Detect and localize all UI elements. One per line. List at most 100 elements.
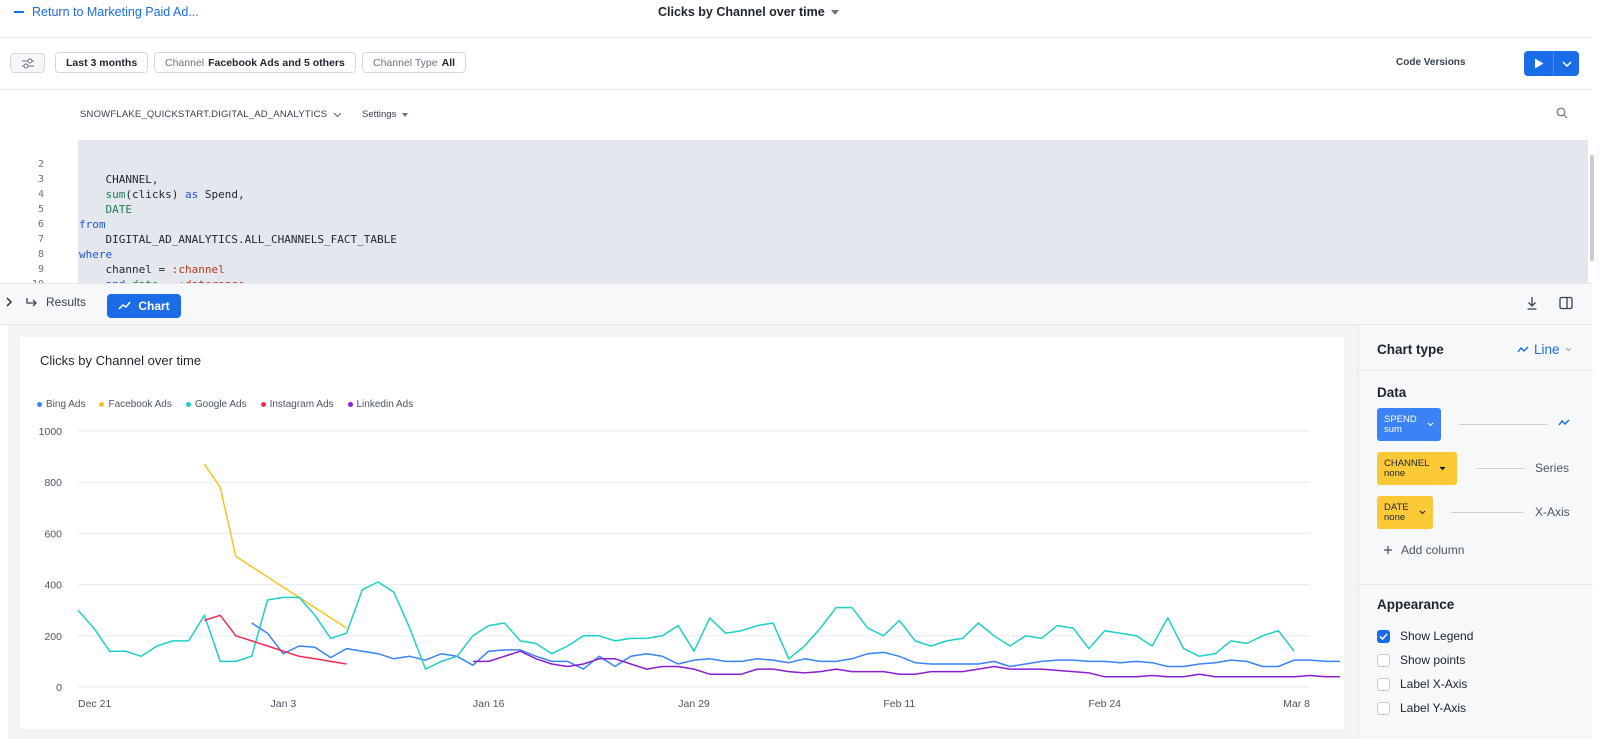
editor-scrollbar[interactable] [1590,155,1594,261]
code-editor[interactable]: 2 CHANNEL, 3 sum(clicks) as Spend, 4 DAT… [0,140,1592,283]
legend-item[interactable]: Instagram Ads [260,399,334,410]
legend-label: Google Ads [194,399,247,410]
appearance-label: Appearance [1377,597,1455,612]
chevron-down-icon [1561,60,1572,67]
code-line: 10 and channel_type = :channeltype [0,262,44,283]
legend-dot [37,402,42,407]
show-points-checkbox[interactable]: Show points [1377,653,1465,667]
code-text: DATE [105,203,133,216]
checkbox[interactable] [1377,653,1390,667]
filter-settings-button[interactable] [10,53,45,73]
data-section: Data SPEND sum CHANNEL none Series DATE … [1359,371,1593,585]
series-line[interactable] [203,463,347,629]
line-number: 10 [22,277,44,283]
toggle-side-panel-button[interactable] [1559,296,1573,315]
legend-item[interactable]: Bing Ads [37,399,85,410]
checkbox-checked[interactable] [1377,629,1390,643]
legend-dot [347,402,353,407]
chart-type-value: Line [1534,342,1560,357]
minus-icon [14,11,24,13]
channel-column-pill[interactable]: CHANNEL none [1377,452,1457,485]
sliders-icon [21,58,34,69]
chart-type-section: Chart type Line [1359,325,1593,371]
series-line[interactable] [204,614,347,665]
line-chart[interactable]: 0 200 400 600 800 1000 Dec 21 Jan 3 Jan 16 Jan 29… [20,415,1340,715]
spend-column-agg: sum [1384,423,1402,435]
code-line: 5 from [0,187,106,231]
editor-search-button[interactable] [1556,106,1568,124]
results-bar: Results Chart [0,283,1592,325]
checkbox[interactable] [1377,701,1390,715]
chart-title: Clicks by Channel over time [40,353,202,368]
label-x-axis-checkbox[interactable]: Label X-Axis [1377,677,1467,691]
spend-column-pill[interactable]: SPEND sum [1377,408,1441,441]
top-bar: Return to Marketing Paid Ad... Clicks by… [0,0,1592,38]
series-line[interactable] [472,650,1340,678]
chevron-right-icon [6,297,12,307]
label-y-axis-checkbox[interactable]: Label Y-Axis [1377,701,1466,715]
x-tick-label: Jan 16 [473,698,505,710]
line-chart-icon [1558,419,1570,426]
legend-item[interactable]: Google Ads [185,399,247,410]
legend-dot [260,402,266,407]
run-options-button[interactable] [1554,51,1579,76]
database-name: SNOWFLAKE_QUICKSTART.DIGITAL_AD_ANALYTIC… [80,109,328,120]
chevron-down-icon [1565,347,1571,352]
code-versions-button[interactable]: Code Versions [1396,57,1466,68]
show-legend-checkbox[interactable]: Show Legend [1377,629,1473,643]
code-line: 9 and date = :daterange [0,247,245,283]
run-button[interactable] [1524,51,1579,76]
line-number: 6 [37,219,44,230]
check-icon [1379,632,1388,640]
channel-filter[interactable]: Channel Facebook Ads and 5 others [154,52,356,73]
legend-label: Linkedin Ads [356,399,414,410]
code-text: from [79,218,106,231]
date-range-filter[interactable]: Last 3 months [55,52,149,73]
checkbox[interactable] [1377,677,1390,691]
show-points-label: Show points [1400,653,1466,667]
plus-icon [1384,546,1392,554]
database-selector[interactable]: SNOWFLAKE_QUICKSTART.DIGITAL_AD_ANALYTIC… [80,109,342,120]
line-number: 2 [37,159,44,170]
y-tick-label: 0 [56,682,62,694]
settings-label: Settings [362,109,397,120]
chart-type-selector[interactable]: Line [1517,342,1572,357]
date-column-pill[interactable]: DATE none [1377,496,1433,529]
back-link[interactable]: Return to Marketing Paid Ad... [14,5,199,19]
settings-dropdown[interactable]: Settings [362,109,409,120]
label-y-axis-label: Label Y-Axis [1400,701,1467,715]
back-link-label: Return to Marketing Paid Ad... [32,5,199,19]
add-column-button[interactable]: Add column [1383,543,1464,557]
series-role-label: Series [1535,461,1570,475]
page-title[interactable]: Clicks by Channel over time [658,5,839,19]
xaxis-role-label: X-Axis [1535,505,1570,519]
data-label: Data [1377,385,1407,400]
caret-down-icon [830,9,839,15]
expand-panel-button[interactable] [6,296,12,310]
series-line[interactable] [77,581,1295,670]
date-range-value: Last 3 months [66,56,138,69]
channel-filter-key: Channel [165,56,205,69]
legend-item[interactable]: Facebook Ads [99,399,172,410]
search-icon [1556,107,1568,119]
y-tick-label: 400 [44,580,62,592]
series-line[interactable] [251,622,1340,670]
line-number: 5 [37,204,44,215]
code-text: CHANNEL, [79,173,159,186]
channel-filter-value: Facebook Ads and 5 others [208,56,345,69]
channel-column-agg: none [1384,467,1406,479]
add-column-label: Add column [1401,543,1465,557]
legend-item[interactable]: Linkedin Ads [347,399,414,410]
code-line: 2 CHANNEL, [0,142,159,186]
channel-type-filter[interactable]: Channel Type All [362,52,467,73]
code-line: 6 DIGITAL_AD_ANALYTICS.ALL_CHANNELS_FACT… [0,202,397,246]
run-play-button[interactable] [1524,51,1554,76]
line-number: 4 [37,189,44,200]
x-tick-label: Feb 24 [1088,698,1121,710]
caret-down-icon [402,112,409,117]
y-tick-label: 600 [44,528,62,540]
download-button[interactable] [1526,296,1538,315]
legend-label: Facebook Ads [108,399,172,410]
tab-chart[interactable]: Chart [107,294,181,318]
tab-results[interactable]: Results [25,295,86,309]
